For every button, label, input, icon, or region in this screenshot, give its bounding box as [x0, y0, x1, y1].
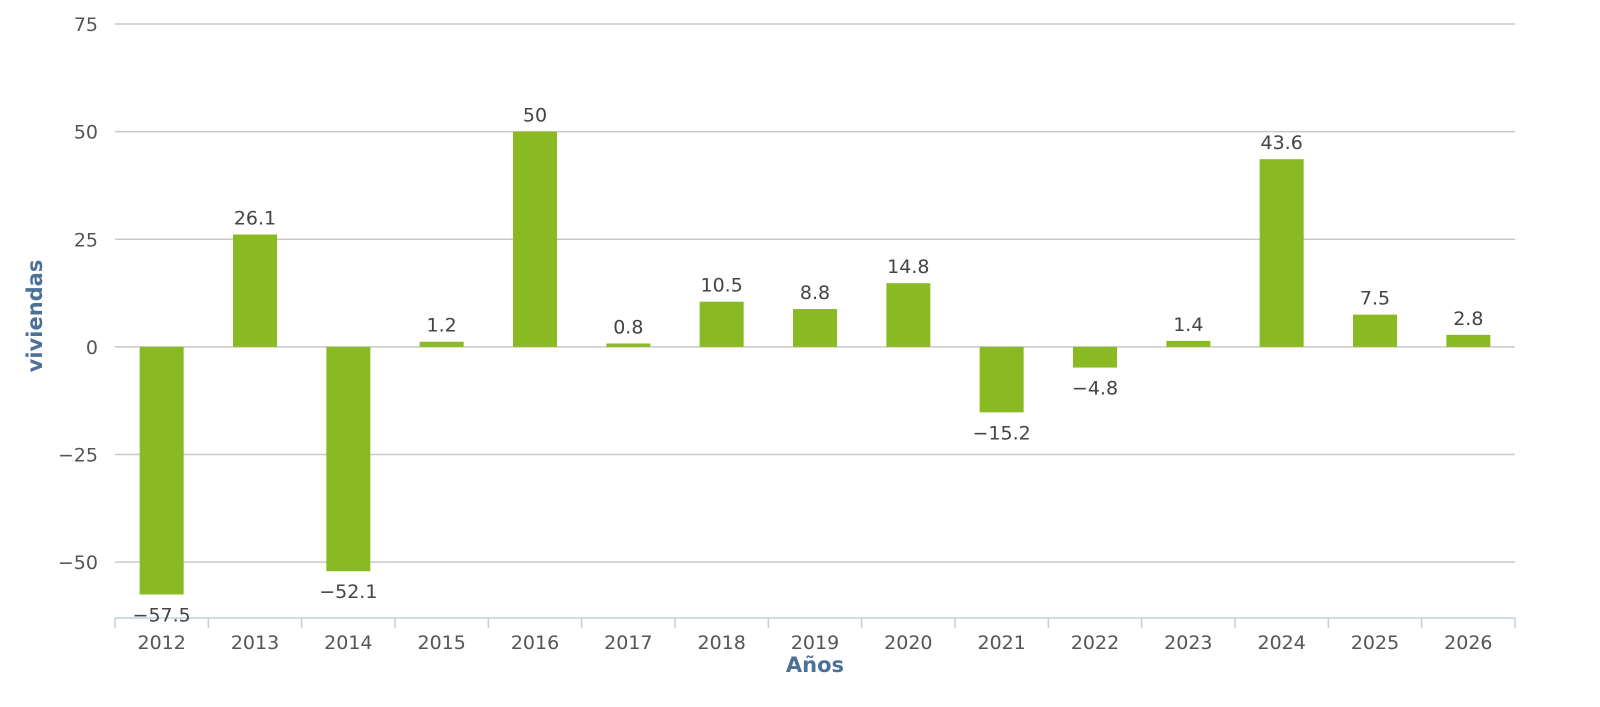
- y-tick-label: 50: [74, 122, 98, 144]
- data-label: −4.8: [1072, 378, 1118, 400]
- data-label: −52.1: [319, 581, 377, 603]
- bar-2025: [1353, 314, 1397, 347]
- y-tick-label: −25: [58, 445, 98, 467]
- x-tick-label: 2025: [1351, 632, 1399, 654]
- bar-2024: [1259, 159, 1304, 347]
- x-axis-title: Años: [786, 653, 844, 677]
- data-label: 1.4: [1173, 314, 1203, 336]
- bar-2016: [513, 131, 557, 347]
- x-tick-label: 2016: [511, 632, 559, 654]
- bar-2014: [326, 346, 371, 572]
- x-tick-label: 2026: [1444, 632, 1492, 654]
- y-tick-label: 25: [74, 229, 98, 251]
- y-tick-label: −50: [58, 552, 98, 574]
- bar-2015: [419, 341, 464, 347]
- x-tick-label: 2018: [697, 632, 745, 654]
- x-tick-label: 2023: [1164, 632, 1212, 654]
- y-tick-label: 75: [74, 14, 98, 36]
- bar-2026: [1446, 334, 1491, 347]
- bar-2012: [139, 346, 184, 595]
- x-tick-label: 2017: [604, 632, 652, 654]
- x-tick-label: 2022: [1071, 632, 1119, 654]
- x-tick-label: 2019: [791, 632, 839, 654]
- bar-2023: [1166, 340, 1211, 347]
- bar-2017: [606, 343, 651, 347]
- x-tick-label: 2021: [977, 632, 1025, 654]
- x-tick-label: 2013: [231, 632, 279, 654]
- data-label: 8.8: [800, 282, 830, 304]
- x-tick-label: 2020: [884, 632, 932, 654]
- y-tick-label: 0: [86, 337, 98, 359]
- data-label: −15.2: [973, 422, 1031, 444]
- data-label: 43.6: [1261, 132, 1303, 154]
- data-label: 1.2: [427, 315, 457, 337]
- data-label: −57.5: [133, 604, 191, 626]
- data-label: 14.8: [887, 256, 929, 278]
- x-tick-label: 2024: [1257, 632, 1305, 654]
- bar-2019: [793, 309, 837, 347]
- bar-2013: [233, 234, 277, 347]
- data-label: 2.8: [1453, 308, 1483, 330]
- x-tick-label: 2015: [417, 632, 465, 654]
- data-label: 7.5: [1360, 288, 1390, 310]
- bar-2020: [886, 283, 931, 347]
- data-label: 0.8: [613, 316, 643, 338]
- x-tick-label: 2014: [324, 632, 372, 654]
- data-label: 50: [523, 105, 547, 127]
- data-label: 26.1: [234, 208, 276, 230]
- bar-2018: [699, 301, 744, 347]
- bar-2021: [979, 346, 1024, 413]
- x-tick-label: 2012: [137, 632, 185, 654]
- data-label: 10.5: [701, 275, 743, 297]
- bar-2022: [1073, 346, 1117, 368]
- y-axis-title: viviendas: [23, 260, 47, 373]
